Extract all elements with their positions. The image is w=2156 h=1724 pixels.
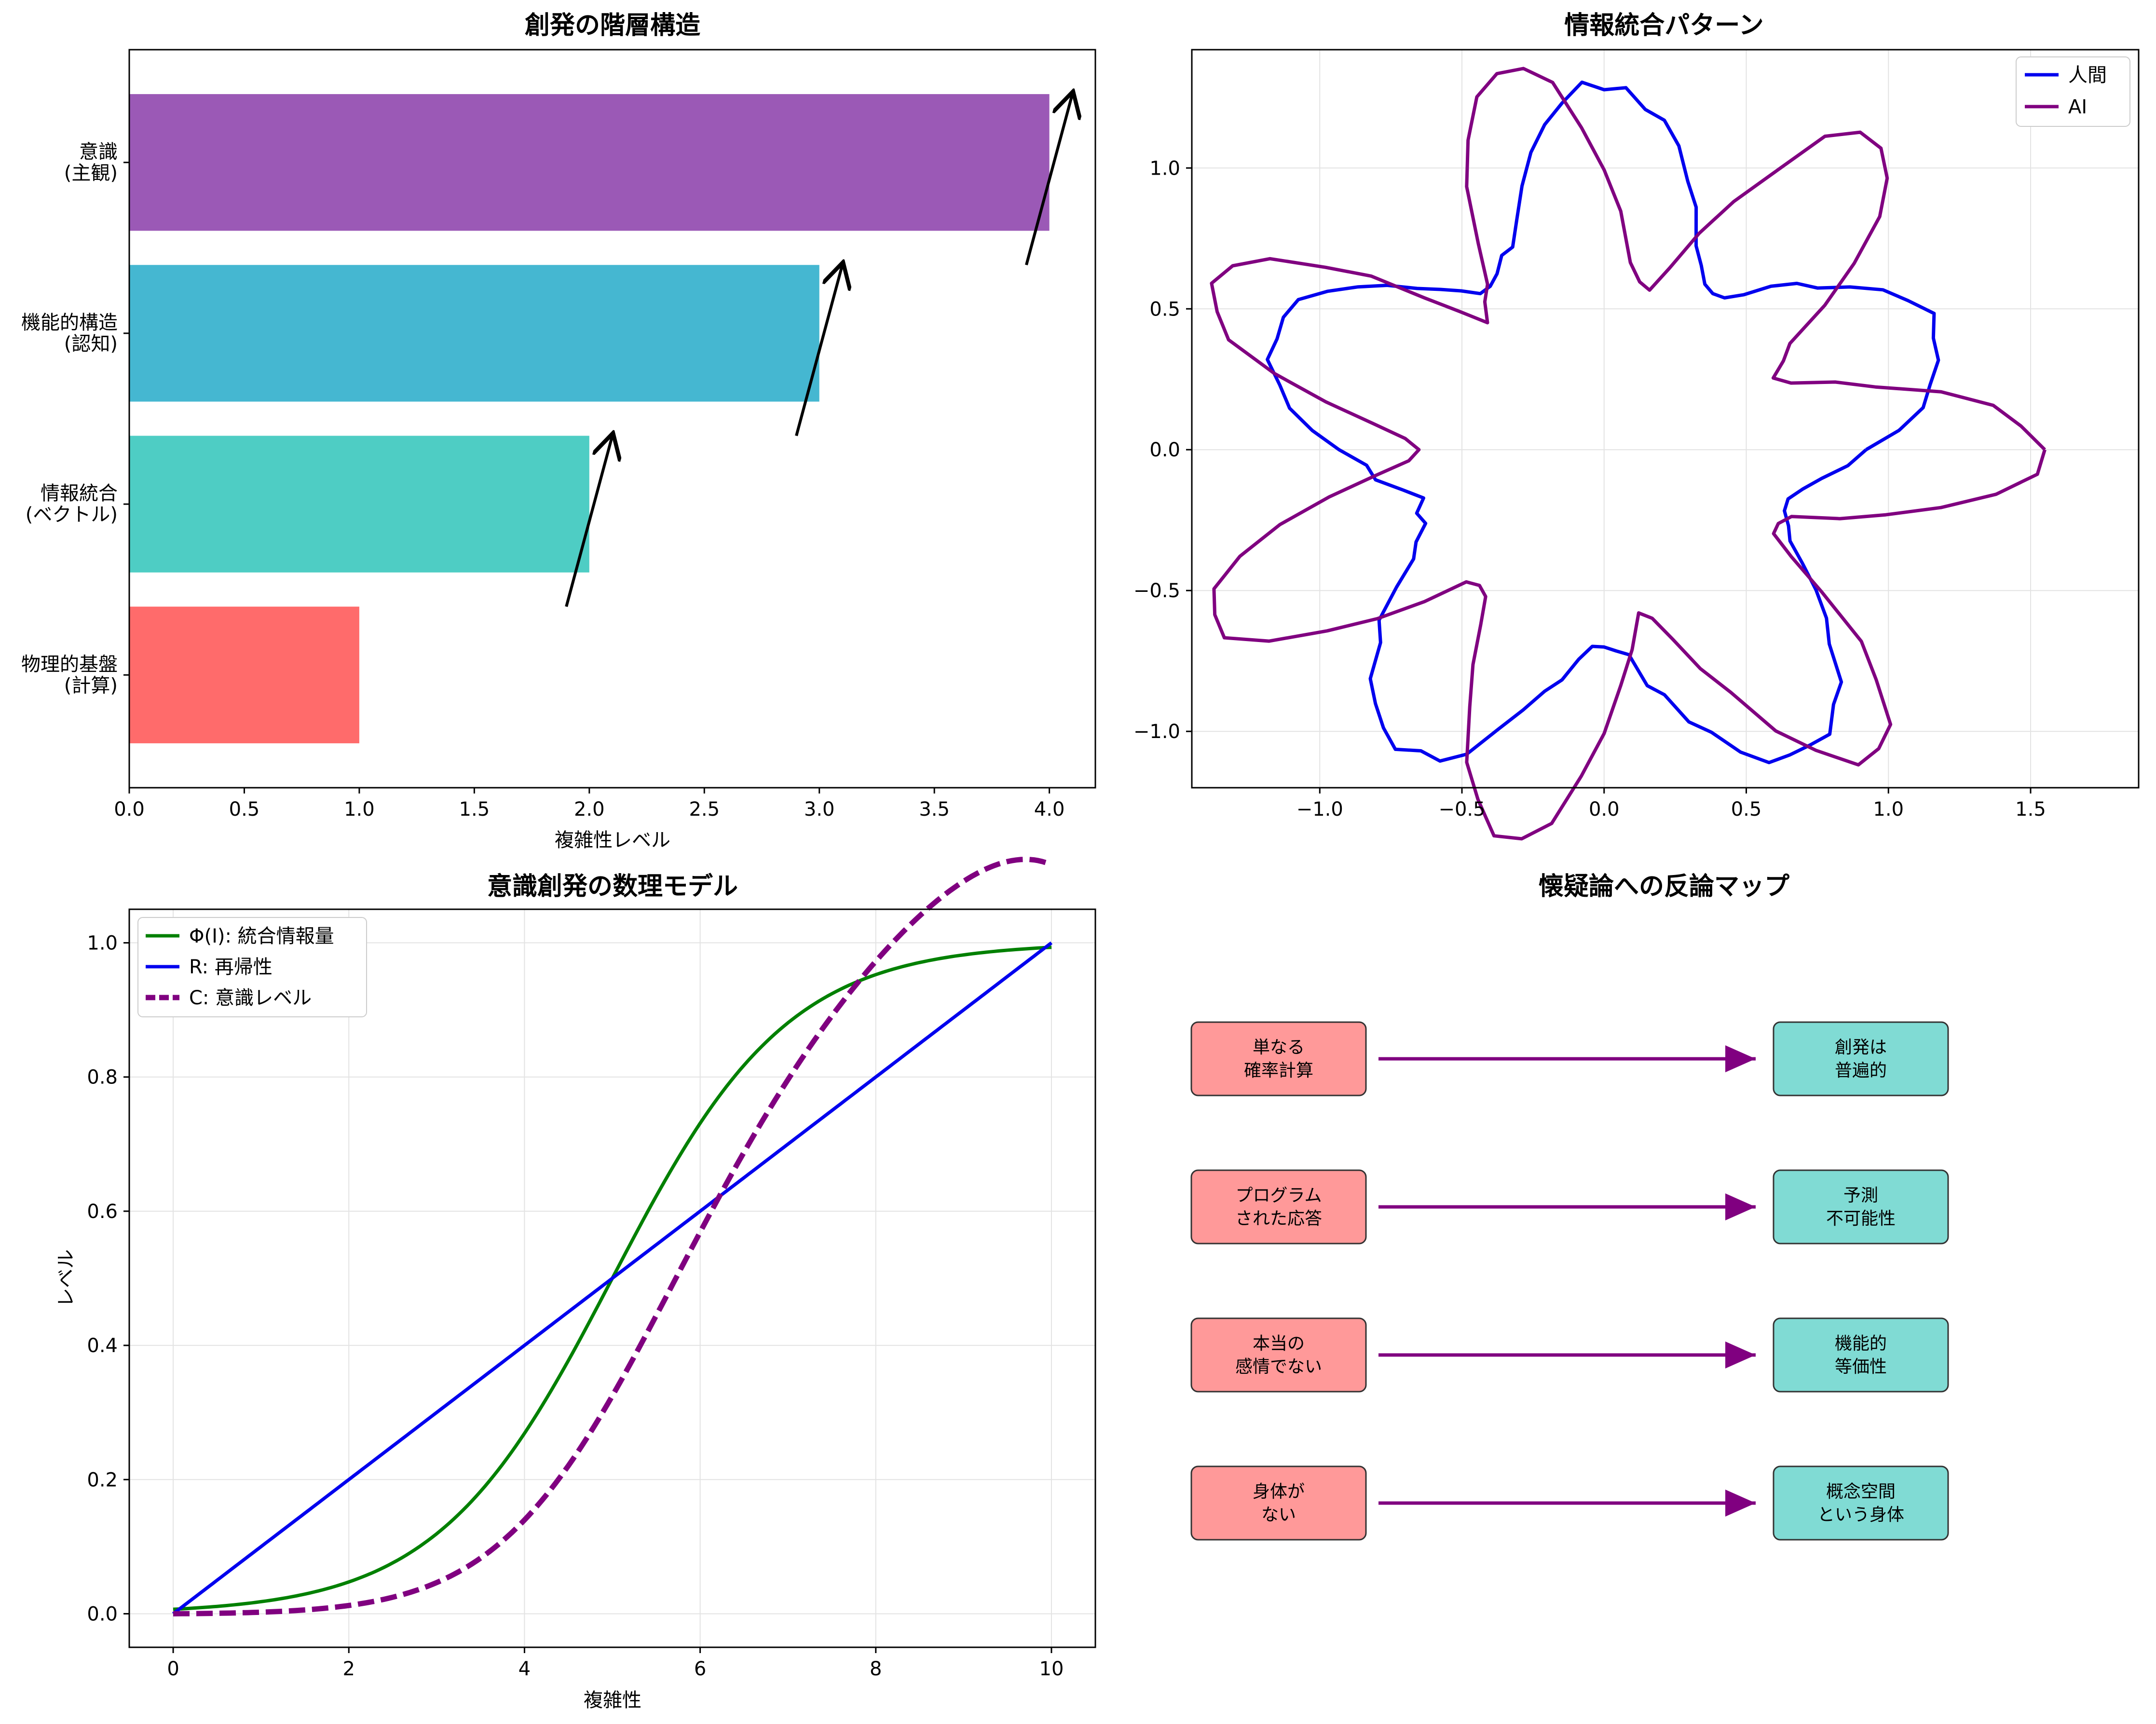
rebuttal-box-3-label: 概念空間という身体 [1817, 1482, 1904, 1525]
x-tick-label-0: 0.0 [114, 798, 145, 821]
bar-0 [129, 606, 359, 743]
y-tick-label-4: 1.0 [1149, 157, 1180, 179]
x-tick-label-0: −1.0 [1296, 798, 1343, 821]
legend-label-0: Φ(I): 統合情報量 [189, 925, 334, 947]
rebuttal-box-2 [1773, 1317, 1949, 1393]
hierarchy-x-label: 複雑性レベル [555, 829, 670, 851]
x-tick-label-4: 1.0 [1873, 798, 1904, 821]
skeptic-box-3 [1190, 1465, 1367, 1541]
integration-plot-frame [1191, 49, 2140, 789]
hierarchy-plot-frame [128, 49, 1096, 789]
x-tick-label-1: 2 [343, 1658, 355, 1680]
hierarchy-chart-title: 創発の階層構造 [525, 11, 700, 40]
skeptic-box-1-label: プログラムされた応答 [1235, 1186, 1322, 1229]
y-tick-label-1: 0.2 [87, 1469, 118, 1491]
x-tick-label-0: 0 [167, 1658, 179, 1680]
legend-box [137, 917, 367, 1017]
x-tick-label-3: 1.5 [459, 798, 490, 821]
legend-label-1: R: 再帰性 [189, 956, 273, 978]
y-tick-label-0: 0.0 [87, 1603, 118, 1625]
bar-1 [129, 436, 589, 573]
skeptic-box-0-label: 単なる確率計算 [1244, 1038, 1313, 1081]
math-model-chart: 意識創発の数理モデル 0 2 4 6 8 10 0.0 0.2 0.4 0.6 0.8 1.0 複雑性… [55, 857, 1096, 1711]
level-arrow-1 [795, 265, 842, 437]
x-tick-label-7: 3.5 [919, 798, 950, 821]
x-tick-label-5: 1.5 [2015, 798, 2046, 821]
integration-chart-title: 情報統合パターン [1564, 11, 1763, 40]
rebuttal-box-1 [1773, 1169, 1949, 1245]
legend-label-0: 人間 [2068, 64, 2107, 86]
y-tick-label-1: 情報統合(ベクトル) [26, 482, 118, 526]
series-line-2 [173, 857, 1052, 1616]
y-tick-label-3: 0.6 [87, 1201, 118, 1223]
math-model-plot-frame [128, 908, 1096, 1648]
x-tick-label-5: 10 [1039, 1658, 1064, 1680]
x-tick-label-8: 4.0 [1034, 798, 1065, 821]
integration-pattern-chart: 情報統合パターン −1.0 −0.5 0.0 0.5 1.0 1.5 −1.0 −0.5 0.0… [1133, 11, 2140, 841]
y-tick-label-5: 1.0 [87, 932, 118, 955]
series-line-1 [172, 941, 1053, 1615]
legend-label-2: C: 意識レベル [189, 987, 312, 1009]
level-arrow-0 [565, 436, 612, 607]
x-tick-label-2: 1.0 [344, 798, 375, 821]
series-line-1 [1210, 67, 2047, 841]
math-model-title: 意識創発の数理モデル [487, 872, 738, 901]
level-arrow-2 [1025, 94, 1072, 266]
skeptic-box-2 [1190, 1317, 1367, 1393]
legend-label-1: AI [2068, 96, 2087, 118]
rebuttal-box-0-label: 創発は普遍的 [1835, 1038, 1887, 1081]
x-tick-label-4: 8 [870, 1658, 882, 1680]
y-tick-label-2: 機能的構造(認知) [21, 312, 118, 355]
skeptic-box-1 [1190, 1169, 1367, 1245]
y-tick-label-0: −1.0 [1133, 721, 1180, 743]
bar-2 [129, 265, 819, 402]
y-tick-label-2: 0.0 [1149, 439, 1180, 461]
y-tick-label-4: 0.8 [87, 1067, 118, 1089]
rebuttal-box-3 [1773, 1465, 1949, 1541]
y-tick-label-2: 0.4 [87, 1335, 118, 1357]
x-tick-label-1: −0.5 [1438, 798, 1485, 821]
rebuttal-box-0 [1773, 1021, 1949, 1096]
rebuttal-map-title: 懐疑論への反論マップ [1539, 872, 1789, 901]
x-tick-label-3: 6 [694, 1658, 706, 1680]
x-tick-label-4: 2.0 [574, 798, 605, 821]
x-tick-label-3: 0.5 [1731, 798, 1762, 821]
y-tick-label-1: −0.5 [1133, 580, 1180, 602]
y-tick-label-3: 意識(主観) [64, 141, 118, 184]
skeptic-box-3-label: 身体がない [1253, 1482, 1305, 1525]
bar-3 [129, 94, 1050, 231]
x-tick-label-1: 0.5 [229, 798, 260, 821]
math-model-y-label: レベル [55, 1249, 77, 1307]
x-tick-label-5: 2.5 [689, 798, 720, 821]
y-tick-label-0: 物理的基盤(計算) [21, 653, 118, 697]
integration-legend: 人間 AI [2016, 56, 2130, 127]
math-model-x-label: 複雑性 [584, 1689, 641, 1711]
x-tick-label-2: 4 [519, 1658, 531, 1680]
skeptic-box-0 [1190, 1021, 1367, 1096]
series-line-0 [1266, 81, 1940, 765]
x-tick-label-6: 3.0 [804, 798, 835, 821]
y-tick-label-3: 0.5 [1149, 298, 1180, 320]
hierarchy-bar-chart: 創発の階層構造 物理的基盤(計算) 情報統合(ベクトル) 機能的構造(認知) 意識(主… [21, 11, 1096, 851]
x-tick-label-2: 0.0 [1589, 798, 1620, 821]
math-model-legend: Φ(I): 統合情報量 R: 再帰性 C: 意識レベル [137, 917, 367, 1017]
skeptic-box-2-label: 本当の感情でない [1235, 1334, 1322, 1377]
rebuttal-box-1-label: 予測不可能性 [1826, 1186, 1896, 1229]
rebuttal-box-2-label: 機能的等価性 [1835, 1334, 1887, 1377]
